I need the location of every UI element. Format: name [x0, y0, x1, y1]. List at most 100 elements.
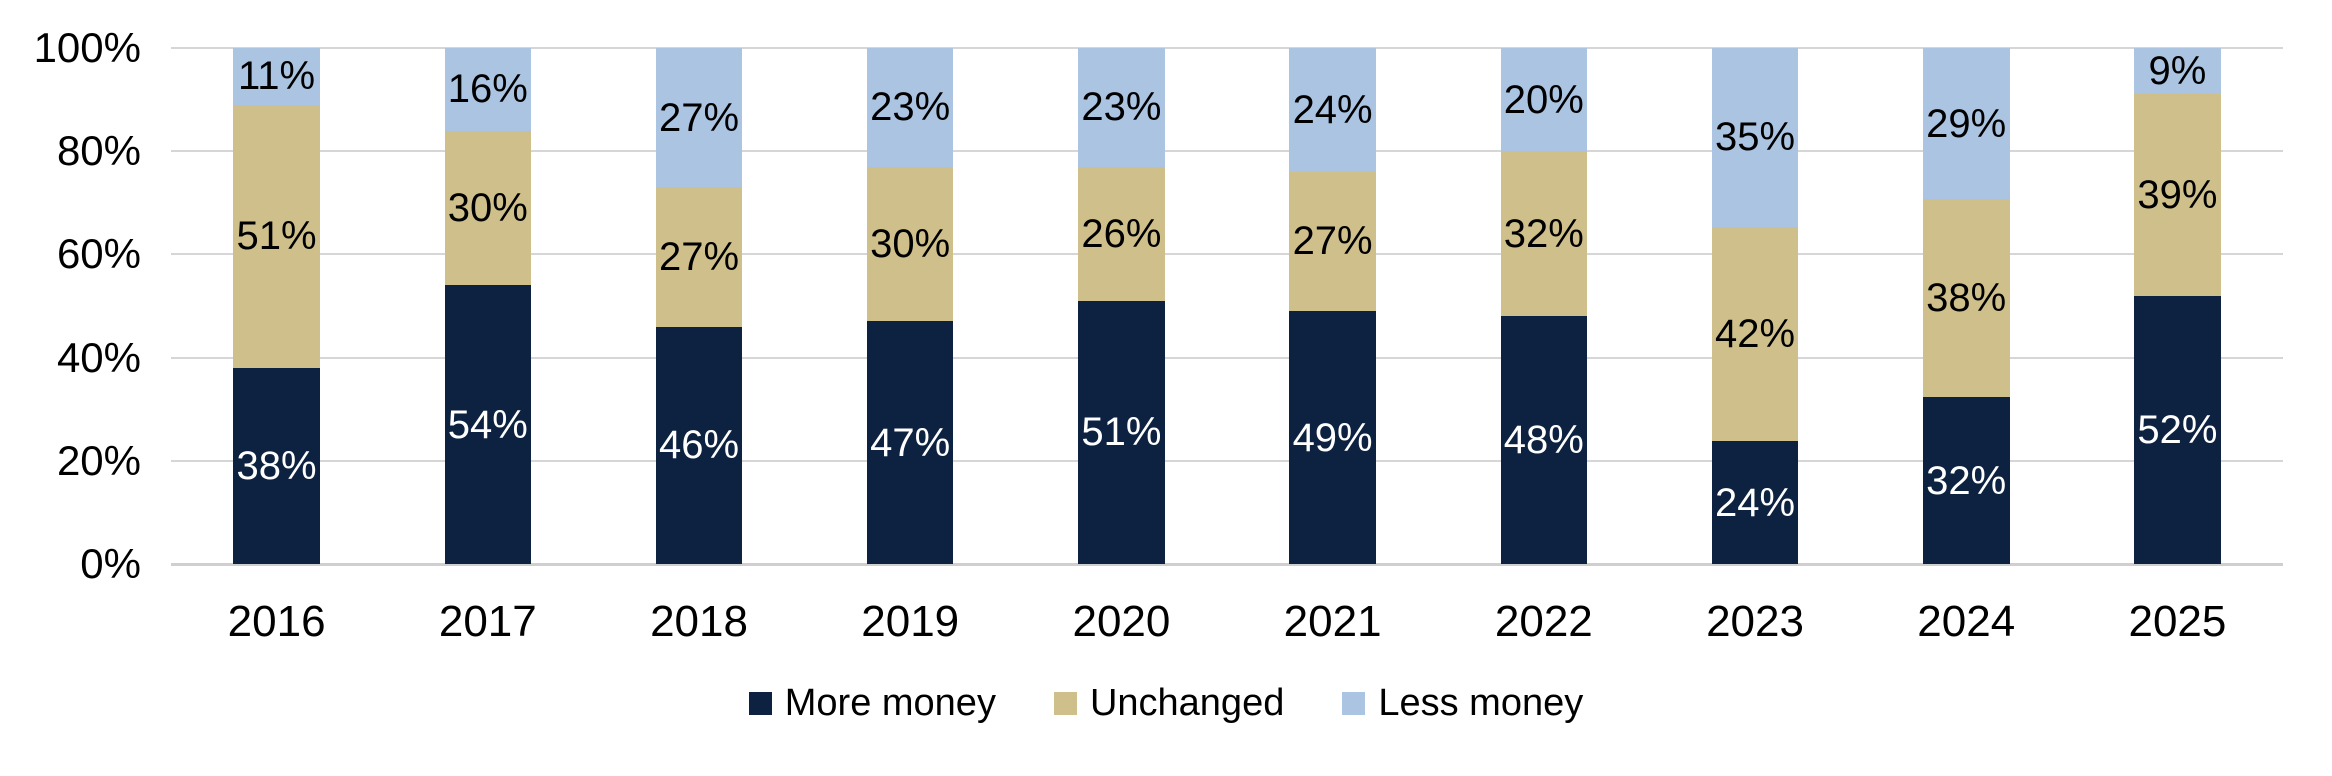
x-axis-label-2016: 2016	[227, 597, 326, 646]
gridline-20	[171, 460, 2283, 462]
data-label-less-money-2023: 35%	[1714, 115, 1796, 160]
gridline-60	[171, 253, 2283, 255]
segment-unchanged-2023: 42%	[1711, 226, 1799, 442]
segment-unchanged-2018: 27%	[655, 187, 743, 327]
bar-column-2020: 23% 26% 51%	[1016, 48, 1227, 564]
data-label-less-money-2022: 20%	[1503, 77, 1584, 122]
data-label-unchanged-2022: 32%	[1503, 211, 1584, 256]
segment-more-money-2022: 48%	[1500, 316, 1588, 564]
data-label-more-money-2018: 46%	[658, 423, 740, 468]
segment-more-money-2018: 46%	[655, 326, 743, 564]
bar-column-2025: 9% 39% 52%	[2072, 48, 2283, 564]
legend-swatch-more-money	[748, 691, 772, 715]
x-axis-label-2024: 2024	[1917, 597, 2016, 646]
legend-item-more-money: More money	[748, 682, 996, 724]
segment-more-money-2019: 47%	[866, 321, 954, 564]
segment-unchanged-2022: 32%	[1500, 151, 1588, 317]
segment-more-money-2021: 49%	[1289, 311, 1376, 564]
data-label-less-money-2019: 23%	[870, 85, 951, 130]
data-label-more-money-2022: 48%	[1503, 418, 1584, 463]
bar-column-2016: 11% 51% 38%	[171, 48, 382, 564]
x-axis-label-2017: 2017	[438, 597, 537, 646]
data-label-less-money-2024: 29%	[1926, 101, 2007, 146]
bar-2019: 23% 30% 47%	[866, 48, 954, 564]
data-label-more-money-2021: 49%	[1292, 415, 1373, 460]
bar-2016: 11% 51% 38%	[233, 48, 320, 564]
x-axis-label-2019: 2019	[861, 597, 960, 646]
segment-less-money-2018: 27%	[655, 48, 743, 188]
data-label-unchanged-2021: 27%	[1292, 219, 1373, 264]
segment-unchanged-2024: 38%	[1922, 199, 2010, 398]
bar-column-2023: 35% 42% 24%	[1649, 48, 1860, 564]
segment-more-money-2024: 32%	[1922, 397, 2010, 564]
data-label-unchanged-2025: 39%	[2137, 173, 2218, 218]
bar-column-2019: 23% 30% 47%	[805, 48, 1016, 564]
segment-less-money-2022: 20%	[1500, 48, 1588, 152]
y-axis-label-60: 60%	[56, 230, 141, 277]
segment-unchanged-2025: 39%	[2134, 94, 2221, 296]
legend-item-unchanged: Unchanged	[1053, 682, 1285, 724]
bar-column-2024: 29% 38% 32%	[1861, 48, 2072, 564]
segment-less-money-2024: 29%	[1922, 48, 2010, 200]
data-label-more-money-2024: 32%	[1926, 458, 2007, 503]
y-axis-label-100: 100%	[33, 24, 141, 71]
segment-less-money-2016: 11%	[233, 48, 320, 105]
x-axis: 2016 2017 2018 2019 2020 2021 2022 2023 2024 2025	[171, 594, 2283, 650]
x-axis-label-2023: 2023	[1706, 597, 1804, 646]
data-label-less-money-2016: 11%	[238, 54, 316, 99]
bars-container: 11% 51% 38% 16% 30% 54% 27% 27% 46% 23% 30% 47% 23% 2…	[171, 48, 2283, 564]
bar-2017: 16% 30% 54%	[444, 48, 532, 564]
legend-swatch-unchanged	[1053, 691, 1077, 715]
bar-2021: 24% 27% 49%	[1289, 48, 1376, 564]
bar-2020: 23% 26% 51%	[1078, 48, 1165, 564]
y-axis-label-40: 40%	[56, 334, 141, 381]
y-axis-label-80: 80%	[56, 127, 141, 174]
data-label-more-money-2020: 51%	[1081, 410, 1162, 455]
y-axis-label-0: 0%	[80, 540, 141, 587]
bar-column-2017: 16% 30% 54%	[382, 48, 593, 564]
segment-unchanged-2017: 30%	[444, 130, 532, 286]
x-axis-label-2022: 2022	[1494, 597, 1593, 646]
legend-label-unchanged: Unchanged	[1089, 682, 1285, 724]
x-axis-label-2021: 2021	[1283, 597, 1382, 646]
segment-unchanged-2019: 30%	[866, 166, 954, 322]
data-label-more-money-2025: 52%	[2137, 407, 2218, 452]
segment-unchanged-2016: 51%	[233, 104, 320, 368]
legend-label-less-money: Less money	[1378, 682, 1584, 724]
data-label-unchanged-2017: 30%	[447, 185, 528, 230]
legend-label-more-money: More money	[784, 682, 996, 724]
bar-2023: 35% 42% 24%	[1711, 48, 1799, 564]
segment-unchanged-2021: 27%	[1289, 171, 1376, 312]
segment-less-money-2021: 24%	[1289, 48, 1376, 172]
x-axis-label-2018: 2018	[650, 597, 748, 646]
bar-2018: 27% 27% 46%	[655, 48, 743, 564]
data-label-less-money-2017: 16%	[447, 67, 528, 112]
segment-more-money-2017: 54%	[444, 285, 532, 564]
data-label-unchanged-2018: 27%	[658, 234, 740, 279]
y-axis: 0% 20% 40% 60% 80% 100%	[0, 0, 141, 776]
gridline-100	[171, 47, 2283, 49]
data-label-more-money-2023: 24%	[1714, 480, 1796, 525]
data-label-more-money-2019: 47%	[870, 420, 951, 465]
bar-column-2018: 27% 27% 46%	[593, 48, 804, 564]
legend: More money Unchanged Less money	[0, 684, 2332, 722]
data-label-unchanged-2023: 42%	[1714, 312, 1796, 357]
segment-more-money-2023: 24%	[1711, 441, 1799, 564]
bar-column-2021: 24% 27% 49%	[1227, 48, 1438, 564]
gridline-80	[171, 150, 2283, 152]
x-axis-label-2025: 2025	[2128, 597, 2227, 646]
data-label-unchanged-2016: 51%	[236, 214, 317, 259]
bar-column-2022: 20% 32% 48%	[1438, 48, 1649, 564]
bar-2025: 9% 39% 52%	[2134, 48, 2221, 564]
data-label-more-money-2017: 54%	[447, 402, 528, 447]
data-label-less-money-2020: 23%	[1081, 85, 1162, 130]
data-label-unchanged-2019: 30%	[870, 222, 951, 267]
data-label-less-money-2021: 24%	[1292, 87, 1373, 132]
segment-more-money-2020: 51%	[1078, 300, 1165, 564]
data-label-unchanged-2020: 26%	[1081, 211, 1162, 256]
bar-2024: 29% 38% 32%	[1922, 48, 2010, 564]
legend-item-less-money: Less money	[1342, 684, 1583, 722]
segment-less-money-2023: 35%	[1711, 48, 1799, 227]
data-label-less-money-2025: 9%	[2148, 49, 2207, 94]
